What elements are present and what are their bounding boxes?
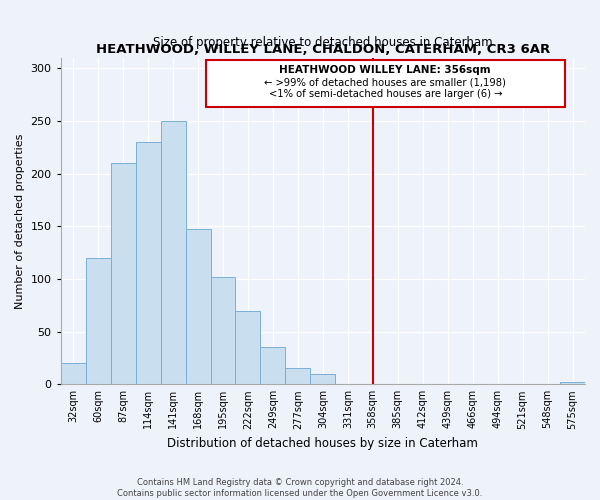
Text: Size of property relative to detached houses in Caterham: Size of property relative to detached ho… — [153, 36, 493, 50]
Bar — [235, 310, 260, 384]
Bar — [185, 230, 211, 384]
Text: ← >99% of detached houses are smaller (1,198): ← >99% of detached houses are smaller (1… — [265, 78, 506, 88]
Bar — [161, 121, 185, 384]
Bar — [61, 363, 86, 384]
Bar — [310, 374, 335, 384]
Bar — [136, 142, 161, 384]
Text: <1% of semi-detached houses are larger (6) →: <1% of semi-detached houses are larger (… — [269, 89, 502, 99]
Bar — [86, 258, 110, 384]
FancyBboxPatch shape — [206, 60, 565, 107]
Y-axis label: Number of detached properties: Number of detached properties — [15, 134, 25, 308]
Text: HEATHWOOD WILLEY LANE: 356sqm: HEATHWOOD WILLEY LANE: 356sqm — [280, 65, 491, 75]
Bar — [560, 382, 585, 384]
Bar — [110, 163, 136, 384]
X-axis label: Distribution of detached houses by size in Caterham: Distribution of detached houses by size … — [167, 437, 478, 450]
Bar — [211, 277, 235, 384]
Title: HEATHWOOD, WILLEY LANE, CHALDON, CATERHAM, CR3 6AR: HEATHWOOD, WILLEY LANE, CHALDON, CATERHA… — [96, 44, 550, 57]
Text: Contains HM Land Registry data © Crown copyright and database right 2024.
Contai: Contains HM Land Registry data © Crown c… — [118, 478, 482, 498]
Bar — [286, 368, 310, 384]
Bar — [260, 348, 286, 385]
